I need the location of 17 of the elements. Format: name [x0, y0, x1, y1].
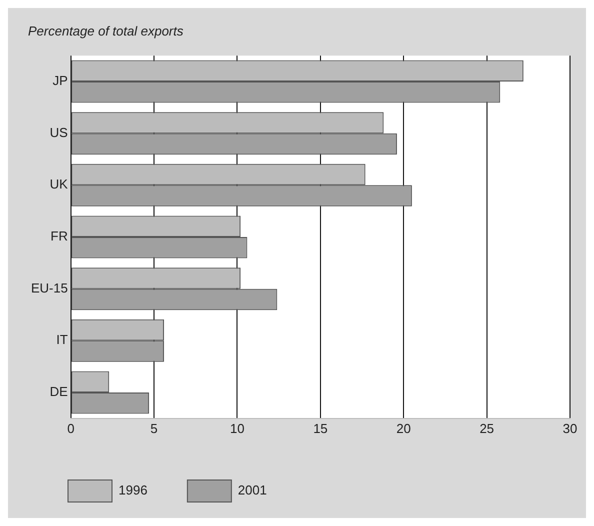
x-tick-label: 25: [480, 420, 494, 436]
y-tick-label: DE: [50, 384, 68, 400]
x-tick-label: 10: [230, 420, 244, 436]
y-tick-label: US: [50, 124, 68, 140]
x-tick-label: 15: [313, 420, 328, 436]
y-tick-label: IT: [56, 332, 68, 348]
y-tick-label: UK: [50, 176, 68, 192]
legend-label: 2001: [238, 482, 267, 498]
y-tick-label: FR: [50, 228, 68, 244]
chart-title: Percentage of total exports: [28, 23, 184, 38]
legend-label: 1996: [118, 482, 148, 498]
x-tick-label: 0: [67, 420, 74, 436]
y-tick-label: EU-15: [30, 280, 68, 296]
x-tick-label: 30: [562, 420, 578, 436]
y-tick-label: JP: [52, 73, 68, 88]
x-tick-label: 20: [396, 420, 411, 436]
x-tick-label: 5: [150, 420, 158, 436]
